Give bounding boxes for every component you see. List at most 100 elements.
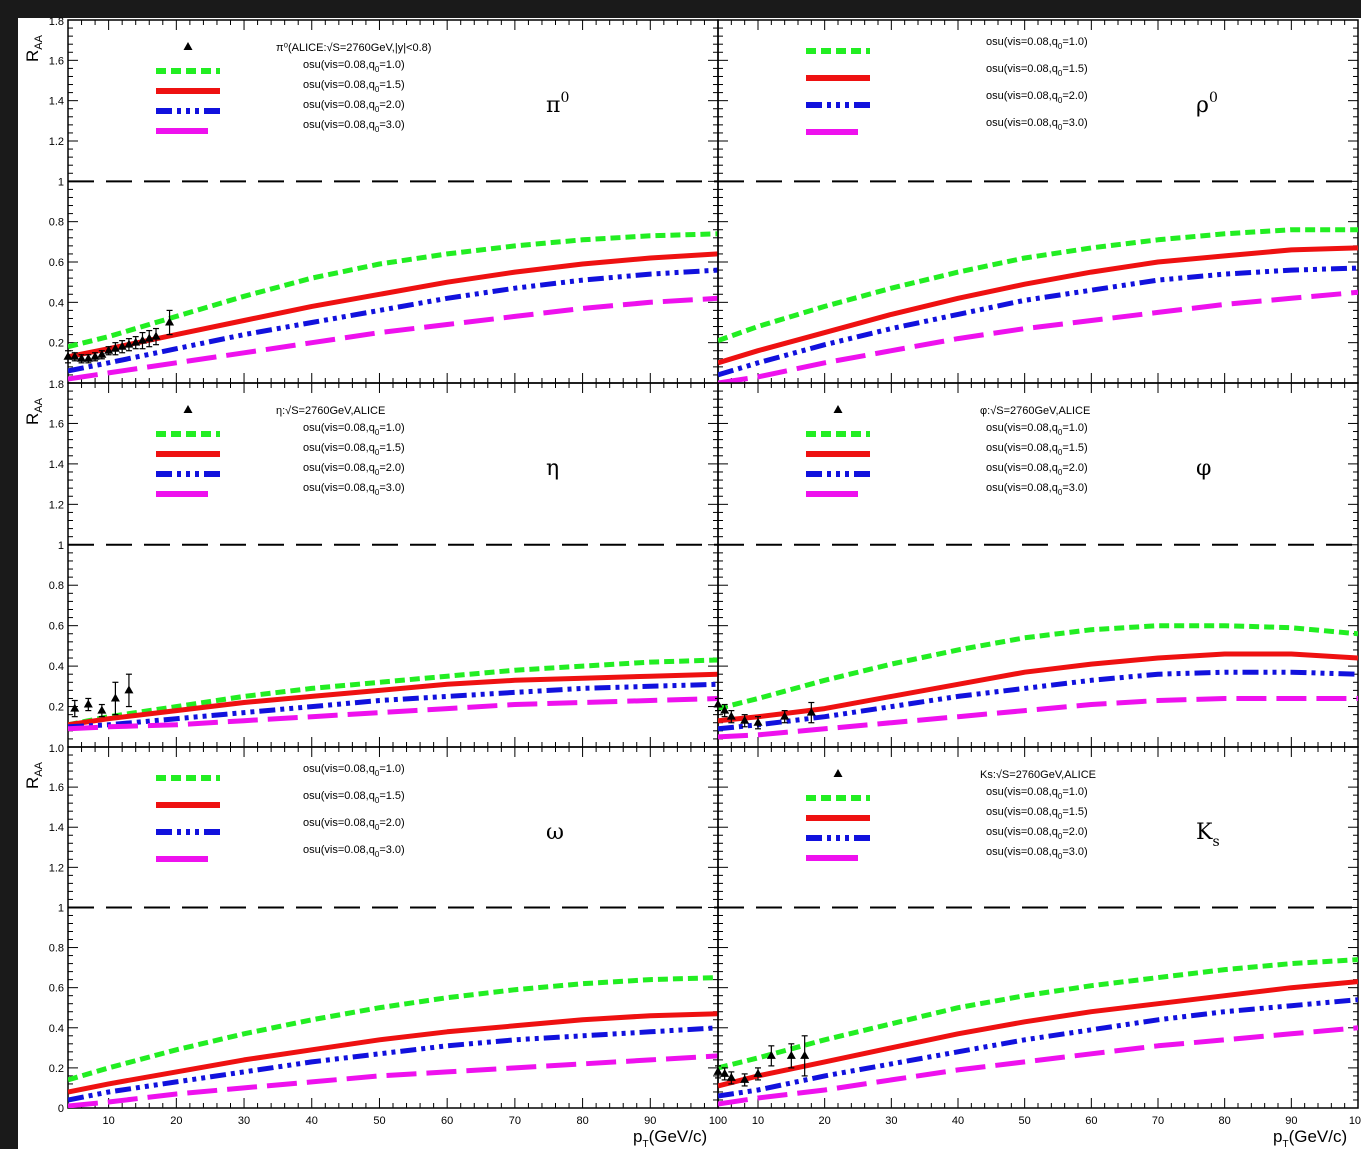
legend-label-text: osu(vis=0.08,q: [303, 59, 375, 71]
data-point: [90, 351, 100, 360]
data-point: [63, 351, 73, 360]
y-axis-label-main: R: [23, 50, 42, 62]
top-bar: [0, 0, 1361, 18]
data-point: [713, 699, 723, 708]
x-tick-label: 70: [1152, 1115, 1164, 1127]
series-line-1: [68, 671, 718, 728]
data-point: [780, 711, 790, 720]
legend-label-text: osu(vis=0.08,q: [986, 846, 1058, 858]
x-tick-label: 40: [306, 1115, 318, 1127]
y-tick-label: 0.8: [49, 943, 64, 955]
legend-label-suffix: =3.0): [379, 482, 404, 494]
x-axis-label-unit: (GeV/c): [649, 1127, 708, 1146]
y-axis-label-main: R: [23, 413, 42, 425]
data-point: [70, 703, 80, 712]
data-point: [753, 717, 763, 726]
legend-label-sub: 0: [375, 105, 380, 114]
panel-eta: 0.2 0.4 0.6 0.8 1 1.2 1.4 1.6 1.8 RAA η:√S=2760GeV…: [23, 379, 719, 748]
series-line-1: [718, 245, 1358, 366]
legend-label-text: osu(vis=0.08,q: [303, 79, 375, 91]
legend-label-suffix: =1.0): [1062, 422, 1087, 434]
y-tick-label: 0.4: [49, 661, 64, 673]
x-tick-label: 50: [373, 1115, 385, 1127]
legend-label-suffix: =2.0): [1062, 462, 1087, 474]
data-point: [117, 341, 127, 350]
legend-data-label: η:√S=2760GeV,ALICE: [276, 405, 385, 417]
legend-data-marker: [833, 769, 843, 777]
legend-label-sub: 0: [375, 796, 380, 805]
legend-label-sub: 0: [1058, 69, 1063, 78]
data-point: [110, 693, 120, 702]
x-tick-label: 90: [644, 1115, 656, 1127]
series-line-2: [68, 1025, 718, 1103]
data-point: [165, 317, 175, 326]
y-tick-label: 0.4: [49, 297, 64, 309]
y-axis-label: RAA: [23, 34, 45, 62]
data-point: [131, 337, 141, 346]
particle-label-main: ω: [546, 820, 564, 845]
x-axis-label: pT(GeV/c): [1273, 1127, 1347, 1149]
data-point: [144, 333, 154, 342]
particle-label-main: π: [546, 93, 560, 118]
legend-label-0: osu(vis=0.08,q0=1.0): [986, 422, 1088, 437]
legend-data-label: φ:√S=2760GeV,ALICE: [980, 405, 1090, 417]
series-line-0: [68, 231, 718, 350]
x-tick-label: 10: [752, 1115, 764, 1127]
legend-label-suffix: =1.5): [1062, 806, 1087, 818]
series-line-3: [68, 295, 718, 382]
data-point: [740, 1074, 750, 1083]
panel-omega: 0.2 0.4 0.6 0.8 1 1.2 1.4 1.6 0 1.0 RAA 10 20 30 40 50 6…: [23, 743, 727, 1149]
legend-label-text: osu(vis=0.08,q: [303, 482, 375, 494]
legend-label-1: osu(vis=0.08,q0=1.5): [986, 806, 1088, 821]
legend-label-text: osu(vis=0.08,q: [986, 117, 1058, 129]
data-point: [124, 685, 134, 694]
y-tick-label: 1.2: [49, 499, 64, 511]
series-line-3: [718, 1025, 1358, 1107]
legend-label-suffix: =3.0): [1062, 117, 1087, 129]
y-tick-label: 1.0: [49, 743, 64, 755]
x-tick-label: 40: [952, 1115, 964, 1127]
data-point: [77, 353, 87, 362]
legend-label-3: osu(vis=0.08,q0=3.0): [303, 119, 405, 134]
data-point: [753, 1068, 763, 1077]
particle-label-sup: 0: [560, 90, 569, 106]
particle-label: φ: [1196, 456, 1211, 481]
series-line-0: [68, 657, 718, 728]
legend-data-marker: [183, 42, 193, 50]
legend-label-suffix: =1.0): [379, 422, 404, 434]
series-line-3: [718, 696, 1358, 740]
y-axis-label-sub: AA: [33, 761, 45, 776]
legend-label-text: osu(vis=0.08,q: [303, 99, 375, 111]
y-tick-label: 1.6: [49, 418, 64, 430]
legend-label-sub: 0: [375, 850, 380, 859]
particle-label: ω: [546, 820, 564, 845]
panel-frame: [717, 746, 1359, 1109]
legend-label-text: osu(vis=0.08,q: [303, 462, 375, 474]
legend-label-text: osu(vis=0.08,q: [303, 119, 375, 131]
legend-label-text: osu(vis=0.08,q: [986, 482, 1058, 494]
legend-label-3: osu(vis=0.08,q0=3.0): [303, 482, 405, 497]
particle-label: η: [546, 456, 559, 481]
y-tick-label: 0.6: [49, 621, 64, 633]
x-tick-label: 80: [576, 1115, 588, 1127]
y-tick-label: 1.6: [49, 55, 64, 67]
legend-label-2: osu(vis=0.08,q0=2.0): [986, 90, 1088, 105]
legend-label-0: osu(vis=0.08,q0=1.0): [303, 59, 405, 74]
legend-label-sub: 0: [1058, 792, 1063, 801]
y-axis-label: RAA: [23, 397, 45, 425]
legend-label-2: osu(vis=0.08,q0=2.0): [986, 462, 1088, 477]
legend-label-suffix: =1.5): [1062, 63, 1087, 75]
y-axis-label: RAA: [23, 761, 45, 789]
x-tick-label: 30: [238, 1115, 250, 1127]
legend-label-suffix: =1.5): [379, 79, 404, 91]
y-tick-label: 0.8: [49, 217, 64, 229]
legend-label-2: osu(vis=0.08,q0=2.0): [303, 99, 405, 114]
x-tick-label: 50: [1019, 1115, 1031, 1127]
legend-label-3: osu(vis=0.08,q0=3.0): [986, 846, 1088, 861]
data-point: [124, 339, 134, 348]
data-point: [104, 345, 114, 354]
legend-label-0: osu(vis=0.08,q0=1.0): [986, 786, 1088, 801]
data-point: [83, 699, 93, 708]
particle-label: ρ0: [1196, 90, 1218, 118]
